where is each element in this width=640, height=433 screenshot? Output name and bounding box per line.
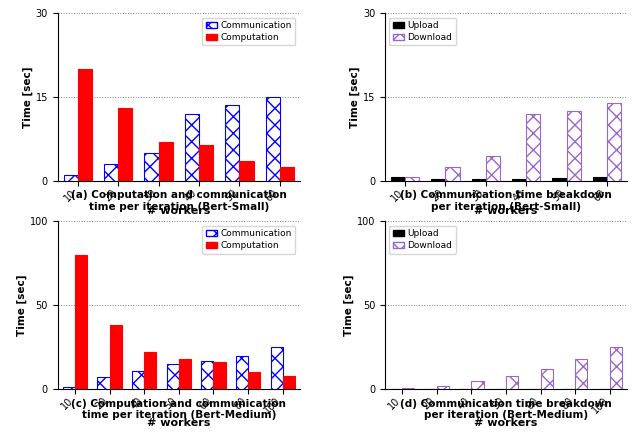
Text: (d) Communication time breakdown
per iteration (Bert-Medium): (d) Communication time breakdown per ite…: [400, 399, 612, 420]
Bar: [610, 347, 622, 389]
Bar: [185, 114, 199, 181]
Text: (c) Computation and communication
time per iteration (Bert-Medium): (c) Computation and communication time p…: [71, 399, 286, 420]
Bar: [431, 179, 445, 181]
Bar: [472, 381, 483, 389]
X-axis label: # workers: # workers: [147, 206, 211, 216]
Text: (b) Communication time breakdown
per iteration (Bert-Small): (b) Communication time breakdown per ite…: [400, 191, 612, 212]
Y-axis label: Time [sec]: Time [sec]: [349, 66, 360, 128]
X-axis label: # workers: # workers: [147, 418, 211, 428]
Y-axis label: Time [sec]: Time [sec]: [17, 275, 27, 336]
Bar: [472, 179, 486, 181]
Bar: [512, 179, 526, 181]
Y-axis label: Time [sec]: Time [sec]: [344, 275, 354, 336]
Bar: [202, 361, 213, 389]
Bar: [607, 103, 621, 181]
Bar: [575, 359, 588, 389]
Bar: [391, 177, 405, 181]
Bar: [199, 145, 213, 181]
Bar: [566, 111, 580, 181]
Bar: [405, 177, 419, 181]
Legend: Upload, Download: Upload, Download: [389, 17, 456, 45]
Bar: [486, 156, 500, 181]
Bar: [118, 108, 132, 181]
Bar: [506, 376, 518, 389]
Legend: Upload, Download: Upload, Download: [389, 226, 456, 254]
Legend: Communication, Computation: Communication, Computation: [202, 17, 296, 45]
Bar: [593, 177, 607, 181]
Bar: [526, 114, 540, 181]
Bar: [552, 178, 566, 181]
Bar: [132, 371, 144, 389]
Bar: [402, 388, 414, 389]
Bar: [236, 355, 248, 389]
Y-axis label: Time [sec]: Time [sec]: [22, 66, 33, 128]
Bar: [280, 167, 294, 181]
Bar: [225, 105, 239, 181]
Bar: [248, 372, 260, 389]
X-axis label: # workers: # workers: [474, 418, 538, 428]
Bar: [63, 387, 75, 389]
Legend: Communication, Computation: Communication, Computation: [202, 226, 296, 254]
Bar: [144, 352, 156, 389]
Bar: [541, 369, 553, 389]
Bar: [145, 153, 159, 181]
Text: (a) Computation and communication
time per iteration (Bert-Small): (a) Computation and communication time p…: [71, 191, 287, 212]
Bar: [283, 376, 295, 389]
Bar: [104, 164, 118, 181]
Bar: [271, 347, 283, 389]
Bar: [75, 255, 87, 389]
Bar: [266, 97, 280, 181]
Bar: [213, 362, 225, 389]
Bar: [179, 359, 191, 389]
X-axis label: # workers: # workers: [474, 206, 538, 216]
Bar: [63, 175, 78, 181]
Bar: [109, 325, 122, 389]
Bar: [166, 364, 179, 389]
Bar: [78, 69, 92, 181]
Bar: [239, 162, 253, 181]
Bar: [159, 142, 173, 181]
Bar: [97, 378, 109, 389]
Bar: [436, 386, 449, 389]
Bar: [445, 167, 460, 181]
